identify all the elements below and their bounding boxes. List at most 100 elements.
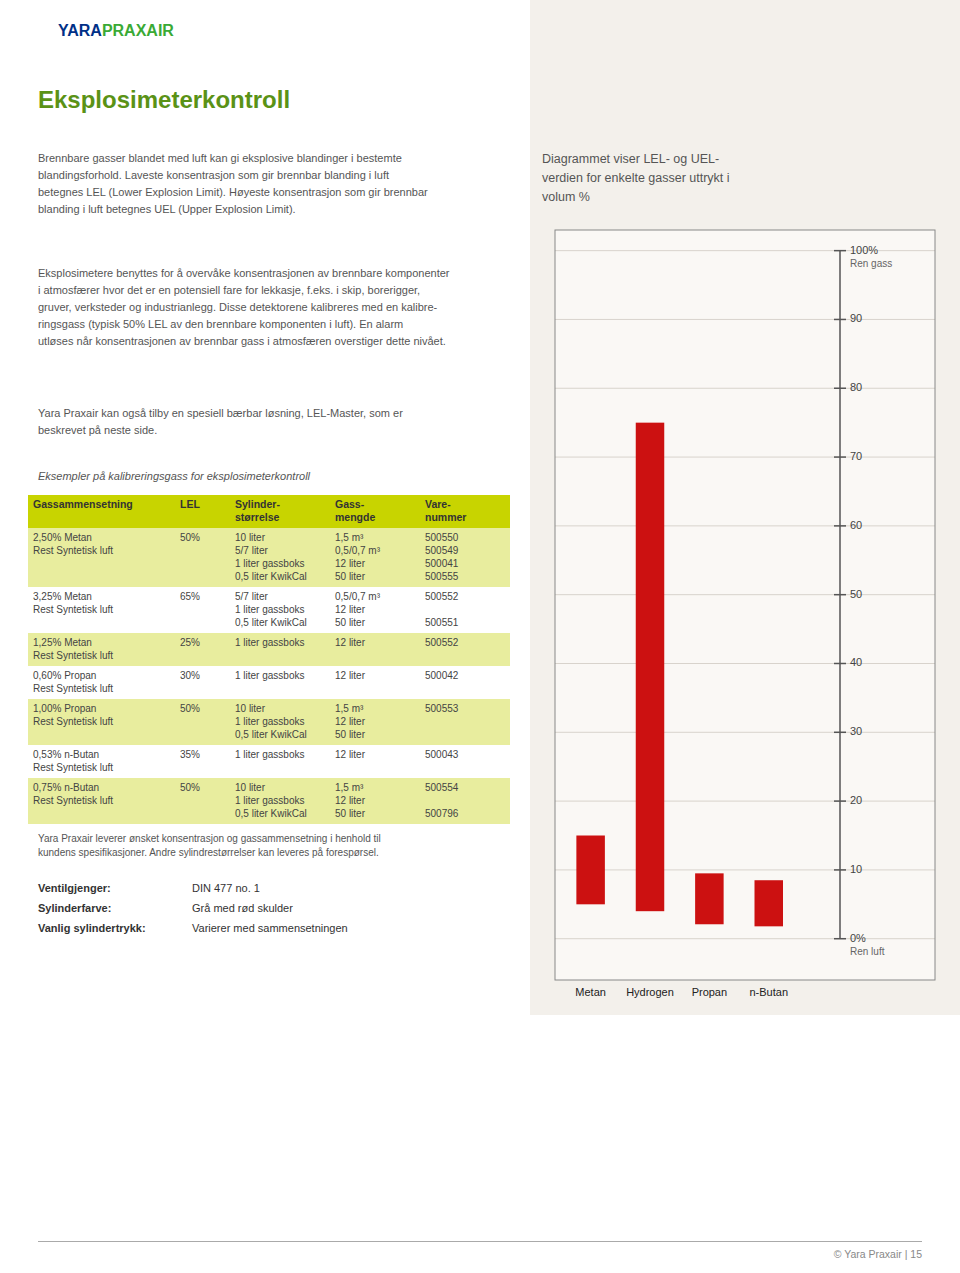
tick-mark [834,869,846,871]
category-label: Propan [692,986,727,998]
tick-label: 70 [850,450,862,462]
spec-line: Sylinderfarve:Grå med rød skulder [38,902,510,922]
tick-label: 20 [850,794,862,806]
grid-line [555,388,935,389]
tick-label: 50 [850,588,862,600]
paragraph: Brennbare gasser blandet med luft kan gi… [38,150,428,218]
table-row: 3,25% Metan Rest Syntetisk luft65%5/7 li… [28,587,510,633]
tick-label: 100% [850,244,878,256]
bar [636,423,665,912]
table-cell: 1,5 m³ 0,5/0,7 m³ 12 liter 50 liter [330,528,420,587]
table: GassammensetningLELSylinder- størrelseGa… [28,495,510,824]
plot-frame [555,230,935,980]
table-cell: 0,60% Propan Rest Syntetisk luft [28,666,175,699]
tick-mark [834,388,846,390]
table-cell: 0,75% n-Butan Rest Syntetisk luft [28,778,175,824]
tick-mark [834,525,846,527]
value-axis: 0%102030405060708090100% [834,244,878,944]
footer-note: Yara Praxair leverer ønsket konsentrasjo… [38,832,510,860]
spec-key: Sylinderfarve: [38,902,192,922]
table-cell: 65% [175,587,230,633]
table-cell: 12 liter [330,745,420,778]
table-cell: 12 liter [330,666,420,699]
tick-mark [834,663,846,665]
table-cell: 10 liter 1 liter gassboks 0,5 liter Kwik… [230,699,330,745]
tick-mark [834,456,846,458]
annotation: Ren luft [850,946,885,957]
table-cell: 0,53% n-Butan Rest Syntetisk luft [28,745,175,778]
table-cell: 35% [175,745,230,778]
table-intro: Eksempler på kalibreringsgass for eksplo… [38,470,310,482]
table-row: 1,25% Metan Rest Syntetisk luft25%1 lite… [28,633,510,666]
chart-title: Diagrammet viser LEL- og UEL- verdien fo… [542,150,730,206]
table-cell: 1 liter gassboks [230,745,330,778]
category-label: Metan [575,986,606,998]
table-cell: 500552 500551 [420,587,510,633]
grid-line [555,319,935,320]
tick-mark [834,250,846,252]
chart: 0%102030405060708090100%Ren gassRen luft… [530,0,960,1015]
table-cell: 1,25% Metan Rest Syntetisk luft [28,633,175,666]
table-cell: 500043 [420,745,510,778]
logo-word: PRAXAIR [102,22,174,39]
spec-key: Ventilgjenger: [38,882,192,902]
plot-background [555,230,935,980]
category-label: n-Butan [749,986,788,998]
table-header-cell: Vare- nummer [420,495,510,528]
bar [576,836,605,905]
table-header-cell: Sylinder- størrelse [230,495,330,528]
table-cell: 30% [175,666,230,699]
table-cell: 1 liter gassboks [230,633,330,666]
table-block: GassammensetningLELSylinder- størrelseGa… [28,495,510,942]
grid-line [555,801,935,802]
tick-label: 0% [850,932,866,944]
table-cell: 50% [175,699,230,745]
table-cell: 3,25% Metan Rest Syntetisk luft [28,587,175,633]
category-label: Hydrogen [626,986,674,998]
table-cell: 500552 [420,633,510,666]
tick-mark [834,732,846,734]
table-cell: 1,5 m³ 12 liter 50 liter [330,699,420,745]
table-cell: 25% [175,633,230,666]
table-cell: 12 liter [330,633,420,666]
table-header-cell: Gass- mengde [330,495,420,528]
page-footer: © Yara Praxair | 15 [834,1248,922,1260]
spec-line: Vanlig sylindertrykk:Varierer med sammen… [38,922,510,942]
spec-list: Ventilgjenger:DIN 477 no. 1Sylinderfarve… [38,882,510,942]
grid-line [555,732,935,733]
grid-line [555,938,935,939]
table-cell: 1,00% Propan Rest Syntetisk luft [28,699,175,745]
tick-mark [834,938,846,940]
table-cell: 500550 500549 500041 500555 [420,528,510,587]
tick-mark [834,319,846,321]
page-title: Eksplosimeterkontroll [38,86,290,114]
table-cell: 50% [175,528,230,587]
bars [576,423,783,927]
page: {"chart_data": {"type": "bar", "title": … [0,0,960,1273]
tick-label: 80 [850,381,862,393]
table-row: 1,00% Propan Rest Syntetisk luft50%10 li… [28,699,510,745]
table-row: 0,53% n-Butan Rest Syntetisk luft35%1 li… [28,745,510,778]
grid-line [555,525,935,526]
spec-value: Grå med rød skulder [192,902,293,922]
grid-line [555,663,935,664]
bar [755,880,784,926]
grid [555,251,935,939]
tick-label: 10 [850,863,862,875]
table-row: 0,60% Propan Rest Syntetisk luft30%1 lit… [28,666,510,699]
logo: YARAPRAXAIR [58,22,174,40]
table-cell: 2,50% Metan Rest Syntetisk luft [28,528,175,587]
table-header-cell: LEL [175,495,230,528]
table-cell: 1 liter gassboks [230,666,330,699]
spec-key: Vanlig sylindertrykk: [38,922,192,942]
annotation: Ren gass [850,258,892,269]
table-row: 2,50% Metan Rest Syntetisk luft50%10 lit… [28,528,510,587]
grid-line [555,457,935,458]
paragraph: Eksplosimetere benyttes for å overvåke k… [38,265,450,350]
grid-line [555,594,935,595]
tick-label: 30 [850,725,862,737]
table-header-row: GassammensetningLELSylinder- størrelseGa… [28,495,510,528]
table-row: 0,75% n-Butan Rest Syntetisk luft50%10 l… [28,778,510,824]
logo-word: YARA [58,22,102,39]
table-header-cell: Gassammensetning [28,495,175,528]
